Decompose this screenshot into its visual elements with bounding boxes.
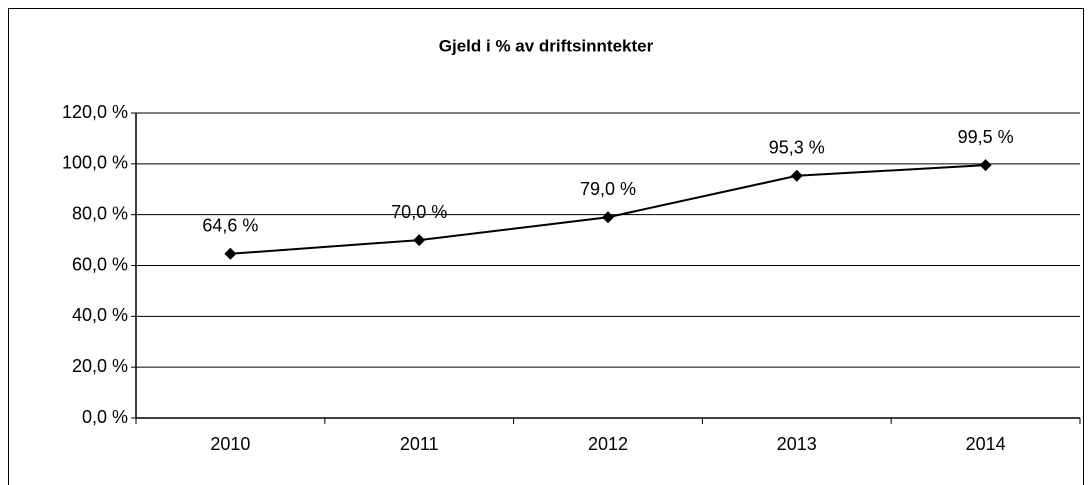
y-tick-label: 120,0 % [62, 102, 128, 122]
chart-border [8, 8, 1084, 485]
y-tick-label: 60,0 % [72, 254, 128, 274]
y-tick-label: 100,0 % [62, 153, 128, 173]
x-tick-label: 2013 [777, 434, 817, 454]
y-tick-label: 80,0 % [72, 203, 128, 223]
y-tick-label: 40,0 % [72, 305, 128, 325]
x-tick-label: 2010 [210, 434, 250, 454]
point-marker [224, 247, 237, 260]
point-marker [979, 159, 992, 172]
data-label: 99,5 % [958, 127, 1014, 147]
point-marker [790, 169, 803, 182]
chart-title: Gjeld i % av driftsinntekter [439, 36, 654, 55]
y-tick-label: 0,0 % [82, 407, 128, 427]
x-tick-label: 2012 [588, 434, 628, 454]
point-marker [413, 234, 426, 247]
x-tick-label: 2014 [966, 434, 1006, 454]
data-label: 64,6 % [202, 216, 258, 236]
y-tick-label: 20,0 % [72, 356, 128, 376]
data-label: 95,3 % [769, 138, 825, 158]
data-label: 70,0 % [391, 202, 447, 222]
x-tick-label: 2011 [400, 434, 439, 454]
point-marker [602, 211, 614, 224]
data-label: 79,0 % [580, 179, 636, 199]
